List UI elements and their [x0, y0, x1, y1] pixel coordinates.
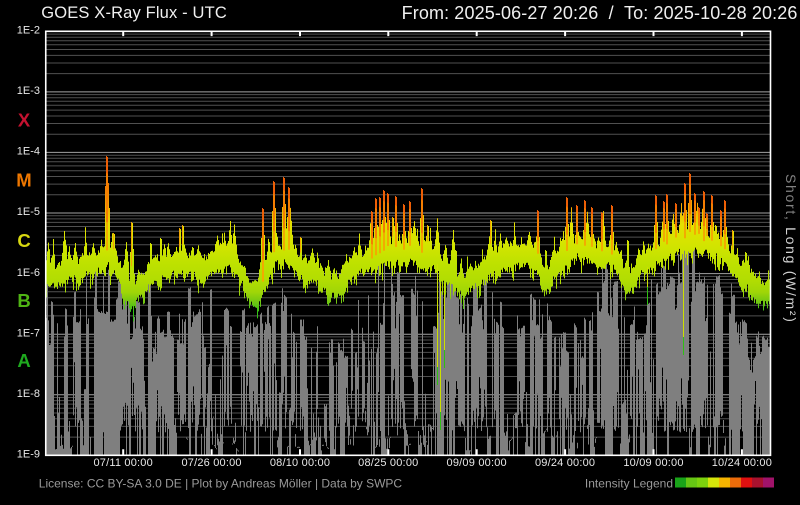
svg-text:09/09 00:00: 09/09 00:00	[447, 457, 507, 469]
svg-text:GOES X-Ray Flux - UTC: GOES X-Ray Flux - UTC	[41, 4, 227, 22]
svg-text:09/24 00:00: 09/24 00:00	[535, 457, 595, 469]
svg-text:From: 2025-06-27 20:26 / To:: From: 2025-06-27 20:26 / To: 2025-10-28 …	[402, 3, 798, 23]
svg-text:07/26 00:00: 07/26 00:00	[181, 457, 241, 469]
svg-text:Short, Long (W/m²): Short, Long (W/m²)	[783, 174, 799, 324]
svg-text:A: A	[17, 350, 30, 371]
svg-text:1E-2: 1E-2	[17, 25, 40, 37]
svg-text:1E-9: 1E-9	[17, 449, 40, 461]
svg-text:M: M	[16, 170, 31, 191]
svg-text:07/11 00:00: 07/11 00:00	[93, 457, 153, 469]
svg-text:C: C	[17, 230, 30, 251]
svg-text:08/10 00:00: 08/10 00:00	[270, 457, 330, 469]
svg-text:1E-6: 1E-6	[17, 267, 40, 279]
svg-text:1E-3: 1E-3	[17, 85, 40, 97]
svg-text:10/09 00:00: 10/09 00:00	[623, 457, 683, 469]
svg-text:Intensity Legend: Intensity Legend	[585, 476, 673, 490]
svg-text:1E-7: 1E-7	[17, 327, 40, 339]
svg-text:1E-5: 1E-5	[17, 206, 40, 218]
svg-text:B: B	[17, 290, 30, 311]
svg-text:1E-8: 1E-8	[17, 388, 40, 400]
svg-text:License: CC BY-SA 3.0 DE | Plo: License: CC BY-SA 3.0 DE | Plot by Andre…	[39, 476, 403, 490]
svg-text:X: X	[18, 110, 31, 131]
svg-text:1E-4: 1E-4	[17, 146, 40, 158]
svg-text:08/25 00:00: 08/25 00:00	[358, 457, 418, 469]
svg-text:10/24 00:00: 10/24 00:00	[712, 457, 772, 469]
